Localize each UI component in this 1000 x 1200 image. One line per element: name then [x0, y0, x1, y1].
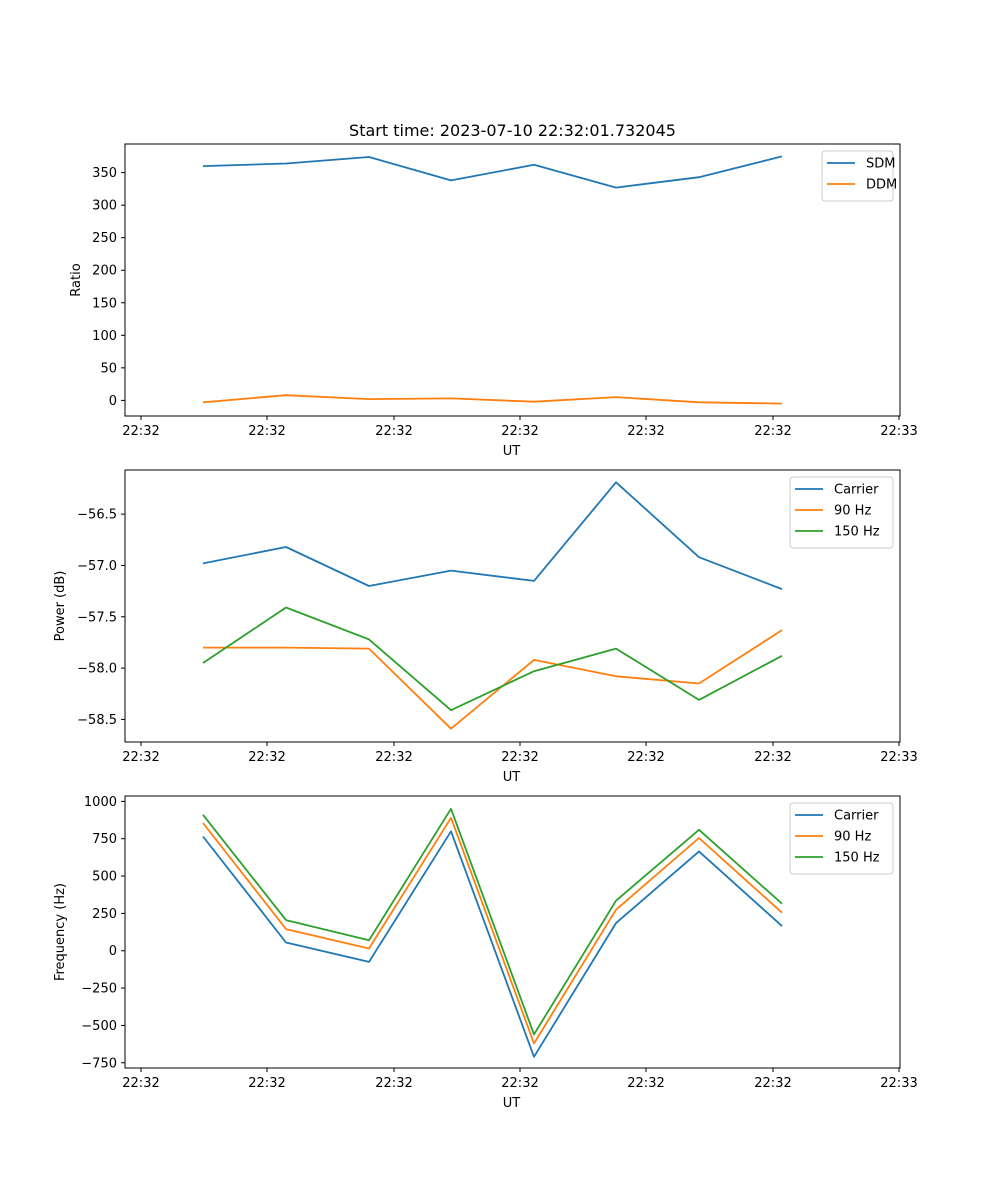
- x-tick-label: 22:32: [122, 1076, 159, 1091]
- y-tick-label: 250: [92, 907, 117, 922]
- legend-entry: 150 Hz: [834, 851, 880, 866]
- x-tick-label: 22:33: [880, 424, 917, 439]
- series-line-90-hz: [203, 629, 783, 730]
- series-line-sdm: [202, 155, 783, 189]
- legend-entry: SDM: [866, 157, 895, 172]
- y-tick-label: 150: [92, 296, 117, 311]
- chart-title: Start time: 2023-07-10 22:32:01.732045: [349, 121, 676, 140]
- y-tick-label: −250: [81, 982, 117, 997]
- x-tick-label: 22:32: [248, 1076, 285, 1091]
- x-tick-label: 22:32: [627, 750, 664, 765]
- x-tick-label: 22:32: [375, 750, 412, 765]
- x-tick-label: 22:32: [501, 424, 538, 439]
- subplot-1: Start time: 2023-07-10 22:32:01.732045 22…: [69, 121, 918, 459]
- subplot-2: 22:32 22:32 22:32 22:32 22:32 22:32 22:33 UT −58…: [53, 469, 918, 785]
- y-axis-label: Ratio: [69, 263, 84, 296]
- y-tick-label: 350: [92, 166, 117, 181]
- series-line-150-hz: [202, 606, 783, 712]
- y-tick-label: 100: [92, 329, 117, 344]
- x-tick-label: 22:32: [248, 424, 285, 439]
- series-line-150-hz: [202, 807, 783, 1036]
- y-tick-label: 200: [92, 264, 117, 279]
- legend: Carrier 90 Hz 150 Hz: [789, 802, 894, 875]
- x-axis-label: UT: [503, 770, 521, 785]
- legend: Carrier 90 Hz 150 Hz: [789, 476, 894, 549]
- series-line-90-hz: [202, 816, 783, 1045]
- y-tick-label: 0: [109, 394, 117, 409]
- y-tick-label: 50: [100, 361, 117, 376]
- x-tick-label: 22:32: [248, 750, 285, 765]
- y-tick-label: 250: [92, 231, 117, 246]
- x-axis-label: UT: [503, 1096, 521, 1111]
- y-tick-label: 500: [92, 870, 117, 885]
- x-tick-label: 22:32: [501, 750, 538, 765]
- x-tick-label: 22:32: [501, 1076, 538, 1091]
- y-tick-label: −57.5: [77, 610, 117, 625]
- legend-entry: Carrier: [834, 809, 879, 824]
- y-tick-label: −750: [81, 1056, 117, 1071]
- legend: SDM DDM: [821, 150, 897, 202]
- y-axis-label: Power (dB): [53, 571, 68, 642]
- y-tick-label: 1000: [84, 795, 117, 810]
- y-tick-label: −58.5: [77, 713, 117, 728]
- x-tick-label: 22:32: [122, 750, 159, 765]
- y-tick-label: −57.0: [77, 559, 117, 574]
- legend-entry: 90 Hz: [834, 504, 871, 519]
- y-tick-label: 300: [92, 199, 117, 214]
- y-tick-label: −58.0: [77, 662, 117, 677]
- subplot-3: 22:32 22:32 22:32 22:32 22:32 22:32 22:33 UT −75…: [53, 795, 918, 1111]
- axes-frame: [124, 795, 901, 1069]
- x-tick-label: 22:32: [754, 1076, 791, 1091]
- y-tick-label: −500: [81, 1019, 117, 1034]
- x-tick-label: 22:32: [627, 1076, 664, 1091]
- x-axis-label: UT: [503, 444, 521, 459]
- x-tick-label: 22:33: [880, 750, 917, 765]
- y-tick-label: −56.5: [77, 508, 117, 523]
- legend-entry: 90 Hz: [834, 830, 871, 845]
- y-tick-label: 0: [109, 944, 117, 959]
- x-tick-label: 22:32: [375, 424, 412, 439]
- x-tick-label: 22:32: [754, 424, 791, 439]
- y-tick-label: 750: [92, 832, 117, 847]
- series-line-carrier: [202, 481, 783, 590]
- x-tick-label: 22:32: [375, 1076, 412, 1091]
- axes-frame: [124, 469, 901, 743]
- axes-frame: [124, 143, 901, 417]
- y-axis-label: Frequency (Hz): [53, 883, 68, 981]
- series-line-carrier: [202, 830, 783, 1058]
- legend-entry: 150 Hz: [834, 525, 880, 540]
- x-tick-label: 22:32: [627, 424, 664, 439]
- legend-entry: DDM: [866, 178, 897, 193]
- legend-entry: Carrier: [834, 483, 879, 498]
- x-tick-label: 22:33: [880, 1076, 917, 1091]
- series-line-ddm: [202, 394, 783, 405]
- x-tick-label: 22:32: [754, 750, 791, 765]
- x-tick-label: 22:32: [122, 424, 159, 439]
